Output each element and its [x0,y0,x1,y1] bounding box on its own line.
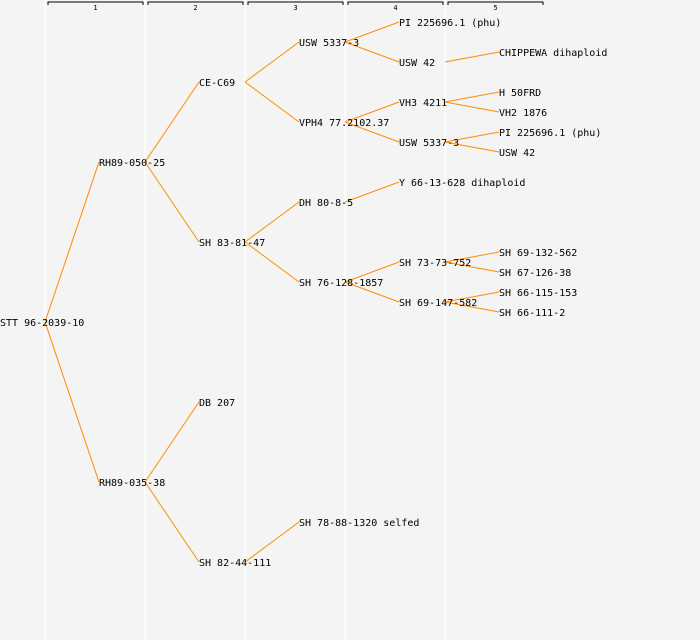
ancestor-node-label: RH89-050-25 [99,158,165,169]
generation-header: 1 [93,4,97,12]
pedigree-edge [244,81,300,123]
pedigree-edge [244,41,300,83]
pedigree-edge [144,81,200,163]
pedigree-edge [344,41,400,63]
ancestor-node-label: SH 78-88-1320 selfed [299,518,419,529]
root-node-label: STT 96-2039-10 [0,318,84,329]
ancestor-node-label: SH 66-111-2 [499,308,565,319]
pedigree-edge [444,251,500,263]
pedigree-edge [444,141,500,153]
generation-header: 5 [493,4,497,12]
ancestor-node-label: SH 67-126-38 [499,268,571,279]
pedigree-edge [444,301,500,313]
ancestor-node-label: SH 73-73-752 [399,258,471,269]
pedigree-edge [344,121,400,143]
pedigree-edge [344,261,400,283]
pedigree-edge [44,321,100,483]
ancestor-node-label: SH 69-132-562 [499,248,577,259]
generation-header: 4 [393,4,397,12]
pedigree-edge [244,201,300,243]
pedigree-edge [344,181,400,203]
ancestor-node-label: CE-C69 [199,78,235,89]
ancestor-node-label: H 50FRD [499,88,541,99]
pedigree-edge [344,281,400,303]
pedigree-edge [344,101,400,123]
ancestor-node-label: USW 5337-3 [399,138,459,149]
ancestor-node-label: SH 83-81-47 [199,238,265,249]
generation-bracket [247,1,344,5]
ancestor-node-label: PI 225696.1 (phu) [399,18,501,29]
pedigree-edge [144,401,200,483]
generation-header: 2 [193,4,197,12]
generation-bracket [447,1,544,5]
pedigree-edge [144,481,200,563]
ancestor-node-label: DH 80-8-5 [299,198,353,209]
generation-header: 3 [293,4,297,12]
ancestor-node-label: SH 69-147-582 [399,298,477,309]
generation-bracket [47,1,144,5]
ancestor-node-label: VPH4 77.2102.37 [299,118,389,129]
pedigree-edge [344,21,400,43]
generation-bracket [347,1,444,5]
ancestor-node-label: USW 42 [399,58,435,69]
ancestor-node-label: Y 66-13-628 dihaploid [399,178,525,189]
pedigree-edge [444,291,500,303]
generation-bracket [147,1,244,5]
ancestor-node-label: SH 66-115-153 [499,288,577,299]
ancestor-node-label: USW 5337-3 [299,38,359,49]
ancestor-node-label: RH89-035-38 [99,478,165,489]
ancestor-node-label: CHIPPEWA dihaploid [499,48,607,59]
pedigree-edge [444,101,500,113]
pedigree-edge [444,51,500,63]
ancestor-node-label: SH 82-44-111 [199,558,271,569]
pedigree-edge [44,161,100,323]
pedigree-edge [444,91,500,103]
ancestor-node-label: PI 225696.1 (phu) [499,128,601,139]
pedigree-edge [244,241,300,283]
pedigree-edge [244,521,300,563]
ancestor-node-label: USW 42 [499,148,535,159]
pedigree-edge [144,161,200,243]
ancestor-node-label: VH3 4211 [399,98,447,109]
ancestor-node-label: SH 76-128-1857 [299,278,383,289]
ancestor-node-label: VH2 1876 [499,108,547,119]
pedigree-edge [444,131,500,143]
ancestor-node-label: DB 207 [199,398,235,409]
pedigree-edge [444,261,500,273]
